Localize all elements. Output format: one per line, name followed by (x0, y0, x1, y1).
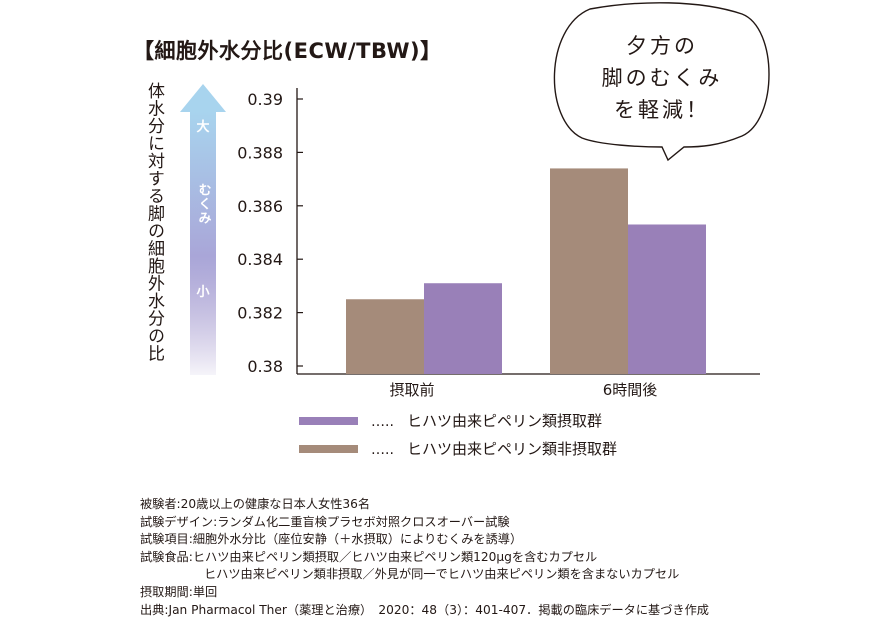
note-items: 試験項目:細胞外水分比（座位安静（＋水摂取）によりむくみを誘導） (140, 532, 523, 547)
legend-swatch-non-intake (299, 445, 358, 453)
swelling-label-large: 大 (196, 119, 209, 135)
bar-non-intake-before (346, 299, 424, 374)
legend-prefix-intake: ….. (371, 414, 394, 430)
legend: ….. ヒハツ由来ピペリン類摂取群 ….. ヒハツ由来ピペリン類非摂取群 (299, 412, 617, 458)
study-notes: 被験者:20歳以上の健康な日本人女性36名 試験デザイン:ランダム化二重盲検プラ… (140, 496, 709, 619)
swelling-arrow: 大 むくみ 小 (180, 84, 226, 375)
bar-intake-after-6h (628, 224, 706, 374)
bar-intake-before (424, 283, 502, 374)
y-axis-label: 体水分に対する脚の細胞外水分の比 (144, 82, 164, 362)
note-test-food: 試験食品:ヒハツ由来ピペリン類摂取／ヒハツ由来ピペリン類120μgを含むカプセル (140, 549, 598, 564)
legend-prefix-non-intake: ….. (371, 442, 394, 458)
category-label-after-6h: 6時間後 (603, 381, 658, 399)
note-design: 試験デザイン:ランダム化二重盲検プラセボ対照クロスオーバー試験 (140, 514, 510, 529)
swelling-arrow-head (180, 84, 226, 112)
note-period: 摂取期間:単回 (140, 584, 218, 599)
y-ticks: 0.39 0.388 0.386 0.384 0.382 0.38 (237, 90, 303, 376)
swelling-label-small: 小 (196, 285, 209, 300)
chart-title: 【細胞外水分比(ECW/TBW)】 (133, 39, 442, 63)
y-tick-label: 0.382 (237, 304, 283, 323)
note-test-food-placebo: ヒハツ由来ピペリン類非摂取／外見が同一でヒハツ由来ピペリン類を含まないカプセル (204, 567, 680, 582)
legend-label-non-intake: ヒハツ由来ピペリン類非摂取群 (407, 440, 617, 458)
y-tick-label: 0.388 (237, 143, 283, 162)
callout-line-1: 夕方の (626, 34, 698, 58)
callout-line-3: を軽減！ (614, 98, 710, 122)
callout-bubble: 夕方の 脚のむくみ を軽減！ (553, 2, 770, 162)
bar-non-intake-after-6h (550, 168, 628, 374)
legend-label-intake: ヒハツ由来ピペリン類摂取群 (407, 412, 602, 430)
note-source: 出典:Jan Pharmacol Ther（薬理と治療） 2020：48（3）：… (140, 602, 709, 617)
callout-bubble-outline (553, 2, 770, 162)
swelling-label-swelling: むくみ (196, 183, 212, 225)
y-tick-label: 0.386 (237, 197, 283, 216)
swelling-arrow-shaft (190, 111, 216, 375)
y-tick-label: 0.384 (237, 250, 283, 269)
note-subjects: 被験者:20歳以上の健康な日本人女性36名 (140, 497, 371, 511)
legend-swatch-intake (299, 417, 358, 425)
bars (346, 168, 706, 374)
y-tick-label: 0.38 (247, 357, 283, 376)
callout-line-2: 脚のむくみ (602, 66, 723, 90)
y-tick-label: 0.39 (247, 90, 283, 109)
category-label-before: 摂取前 (389, 381, 434, 399)
